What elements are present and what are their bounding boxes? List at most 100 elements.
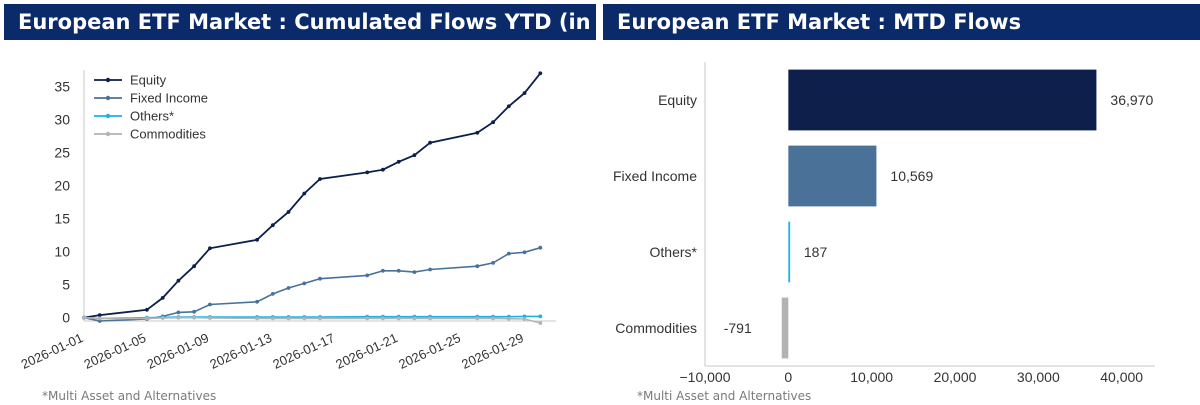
bar-fixed-income xyxy=(788,145,877,207)
data-point-commodities xyxy=(302,316,307,321)
x-tick-label: 0 xyxy=(784,369,792,385)
left-footnote: *Multi Asset and Alternatives xyxy=(42,389,217,403)
value-label-others: 187 xyxy=(804,244,828,260)
y-tick-label: 25 xyxy=(54,145,70,161)
data-point-equity xyxy=(506,104,511,109)
data-point-commodities xyxy=(381,316,385,321)
data-point-commodities xyxy=(82,315,86,320)
data-point-commodities xyxy=(365,316,370,321)
data-point-fixed-income xyxy=(365,273,370,278)
data-point-fixed-income xyxy=(318,276,322,281)
series-line-commodities xyxy=(83,316,541,324)
x-tick-label: 30,000 xyxy=(1017,369,1060,385)
data-point-fixed-income xyxy=(412,270,417,274)
data-point-fixed-income xyxy=(491,261,495,265)
data-point-fixed-income xyxy=(286,286,291,290)
x-tick-label: 2026-01-09 xyxy=(145,330,212,372)
data-point-equity xyxy=(318,177,322,181)
x-tick-label: 2026-01-17 xyxy=(270,330,337,372)
data-point-commodities xyxy=(97,316,102,321)
data-point-equity xyxy=(538,71,543,76)
data-point-equity xyxy=(270,223,275,228)
cumulated-flows-panel: European ETF Market : Cumulated Flows YT… xyxy=(0,0,596,405)
data-point-fixed-income xyxy=(97,319,102,323)
data-point-equity xyxy=(255,237,259,242)
data-point-commodities xyxy=(160,316,165,320)
mtd-flows-bar-chart: Equity 36,970 Fixed Income 10,569 Others* 187… xyxy=(613,62,1155,385)
data-point-equity xyxy=(412,153,417,158)
data-point-fixed-income xyxy=(176,310,181,315)
data-point-commodities xyxy=(176,315,181,320)
y-tick-label: 35 xyxy=(54,79,70,95)
data-point-fixed-income xyxy=(506,251,511,256)
data-point-equity xyxy=(365,170,370,175)
data-point-equity xyxy=(522,91,527,95)
data-point-commodities xyxy=(318,316,322,321)
data-point-commodities xyxy=(428,316,432,321)
data-point-others xyxy=(522,314,527,319)
data-point-equity xyxy=(428,140,432,145)
bar-others xyxy=(788,221,791,283)
data-point-equity xyxy=(192,264,197,269)
series-line-equity xyxy=(83,72,542,319)
y-tick-label: 5 xyxy=(62,277,70,293)
data-point-commodities xyxy=(192,315,197,320)
right-footnote: *Multi Asset and Alternatives xyxy=(637,389,812,403)
legend-label-fixed-income: Fixed Income xyxy=(130,91,208,106)
y-tick-label: 15 xyxy=(54,211,70,227)
category-label-commodities: Commodities xyxy=(615,320,697,336)
data-point-equity xyxy=(286,210,291,214)
legend-marker-others xyxy=(105,113,111,119)
legend-marker-fixed-income xyxy=(105,95,111,101)
series-line-fixed-income xyxy=(83,246,541,322)
data-point-fixed-income xyxy=(522,250,527,255)
cumulated-flows-title: European ETF Market : Cumulated Flows YT… xyxy=(4,4,596,40)
data-point-fixed-income xyxy=(208,302,212,307)
data-point-fixed-income xyxy=(192,309,197,314)
data-point-commodities xyxy=(506,316,511,321)
data-point-fixed-income xyxy=(396,268,401,273)
data-point-commodities xyxy=(270,316,275,321)
data-point-equity xyxy=(97,313,102,317)
value-label-commodities: -791 xyxy=(724,320,752,336)
data-point-commodities xyxy=(491,316,495,321)
data-point-fixed-income xyxy=(475,264,480,269)
x-tick-label: 2026-01-29 xyxy=(459,330,526,372)
data-point-others xyxy=(538,314,543,319)
legend-label-equity: Equity xyxy=(130,73,167,88)
data-point-fixed-income xyxy=(270,292,275,296)
data-point-fixed-income xyxy=(255,299,259,304)
legend-label-commodities: Commodities xyxy=(130,127,206,142)
data-point-equity xyxy=(381,167,385,172)
data-point-equity xyxy=(475,130,480,135)
data-point-commodities xyxy=(396,316,401,321)
category-label-others: Others* xyxy=(650,244,698,260)
data-point-commodities xyxy=(475,316,480,321)
x-tick-label: 10,000 xyxy=(850,369,893,385)
x-tick-label: 2026-01-13 xyxy=(207,330,274,372)
data-point-commodities xyxy=(255,316,259,321)
bar-commodities xyxy=(781,297,789,359)
data-point-equity xyxy=(491,120,495,125)
category-label-equity: Equity xyxy=(658,92,697,108)
data-point-fixed-income xyxy=(538,245,543,250)
x-tick-label: 2026-01-21 xyxy=(333,330,400,372)
data-point-commodities xyxy=(145,316,149,321)
data-point-equity xyxy=(396,159,401,164)
data-point-commodities xyxy=(412,316,417,321)
x-tick-label: 20,000 xyxy=(934,369,977,385)
data-point-equity xyxy=(160,296,165,300)
y-tick-label: 10 xyxy=(54,244,70,260)
data-point-fixed-income xyxy=(428,267,432,272)
value-label-fixed-income: 10,569 xyxy=(890,168,933,184)
data-point-equity xyxy=(176,278,181,283)
x-tick-label: 2026-01-01 xyxy=(19,330,86,372)
mtd-flows-title: European ETF Market : MTD Flows xyxy=(603,4,1200,40)
value-label-equity: 36,970 xyxy=(1110,92,1153,108)
y-tick-label: 20 xyxy=(54,178,70,194)
data-point-equity xyxy=(145,307,149,312)
y-tick-label: 30 xyxy=(54,112,70,128)
category-label-fixed-income: Fixed Income xyxy=(613,168,697,184)
legend-marker-commodities xyxy=(105,131,111,137)
cumulated-flows-line-chart: 051015202530352026-01-012026-01-052026-0… xyxy=(19,70,556,372)
